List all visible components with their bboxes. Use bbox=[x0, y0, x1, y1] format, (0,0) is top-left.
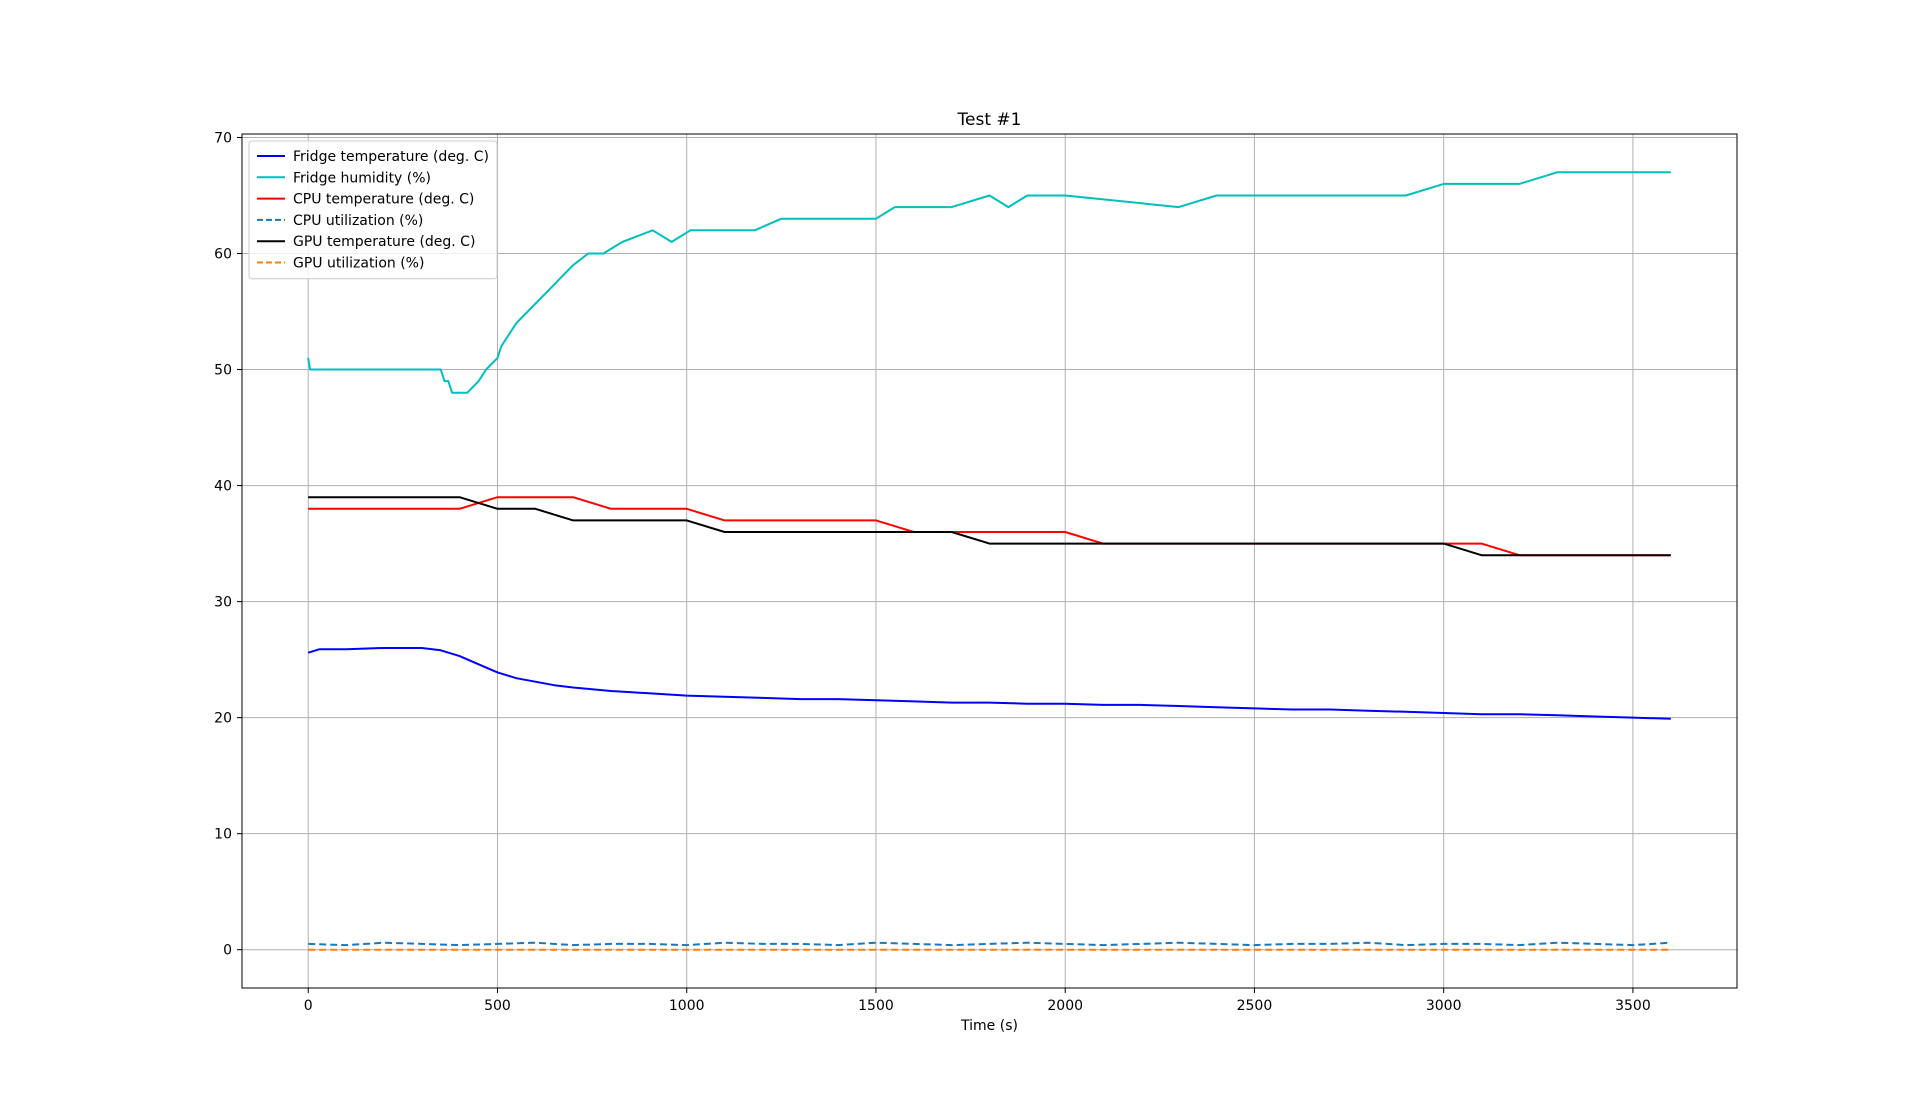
y-tick-label: 50 bbox=[214, 363, 232, 379]
series-line-0 bbox=[307, 647, 1671, 720]
y-tick-label: 10 bbox=[214, 827, 232, 843]
plot-frame bbox=[241, 133, 1738, 989]
x-axis: 0 500 1000 1500 2000 2500 3000 3500 bbox=[304, 988, 1651, 1014]
legend-label-3: CPU utilization (%) bbox=[293, 213, 423, 229]
series-line-3 bbox=[308, 941, 1671, 947]
y-axis: 0 10 20 30 40 50 60 70 bbox=[214, 130, 242, 959]
x-tick-label: 0 bbox=[304, 998, 313, 1014]
y-tick-label: 60 bbox=[214, 247, 232, 263]
x-tick-label: 1000 bbox=[669, 998, 705, 1014]
legend-label-4: GPU temperature (deg. C) bbox=[293, 234, 475, 250]
legend-label-5: GPU utilization (%) bbox=[293, 256, 424, 272]
x-tick-label: 500 bbox=[484, 998, 511, 1014]
y-tick-label: 30 bbox=[214, 595, 232, 611]
legend-label-0: Fridge temperature (deg. C) bbox=[293, 149, 489, 165]
x-axis-title: Time (s) bbox=[960, 1018, 1018, 1034]
legend-label-1: Fridge humidity (%) bbox=[293, 170, 431, 186]
legend: Fridge temperature (deg. C) Fridge humidi… bbox=[248, 140, 498, 280]
series-lines bbox=[307, 171, 1671, 951]
series-line-4 bbox=[308, 496, 1671, 557]
y-tick-label: 0 bbox=[223, 943, 232, 959]
legend-label-2: CPU temperature (deg. C) bbox=[293, 192, 474, 208]
x-tick-label: 1500 bbox=[858, 998, 894, 1014]
y-tick-label: 20 bbox=[214, 711, 232, 727]
x-tick-label: 2500 bbox=[1237, 998, 1273, 1014]
x-tick-label: 3500 bbox=[1615, 998, 1651, 1014]
legend-box bbox=[248, 140, 498, 280]
x-tick-label: 2000 bbox=[1047, 998, 1083, 1014]
x-tick-label: 3000 bbox=[1426, 998, 1462, 1014]
series-line-1 bbox=[307, 171, 1671, 394]
chart-title: Test #1 bbox=[957, 110, 1022, 130]
y-tick-label: 40 bbox=[214, 479, 232, 495]
y-tick-label: 70 bbox=[214, 130, 232, 146]
